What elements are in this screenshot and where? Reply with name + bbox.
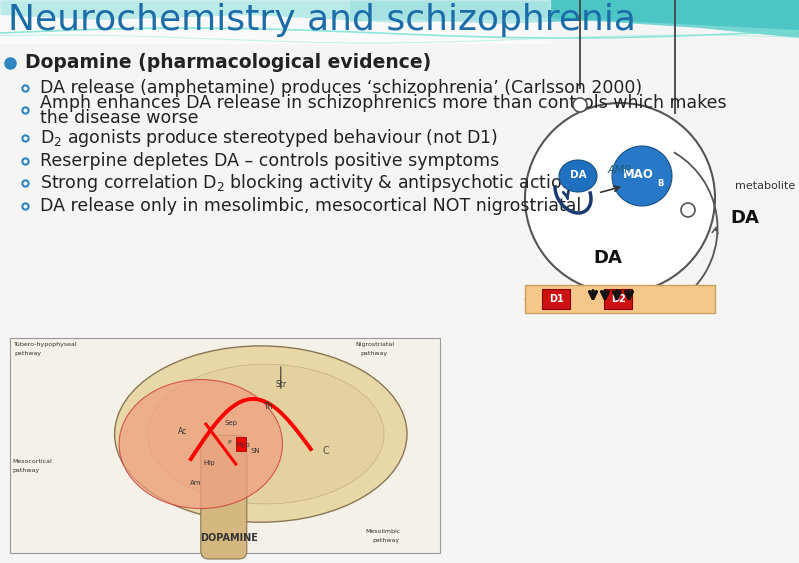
Text: pathway: pathway — [14, 351, 41, 356]
Circle shape — [573, 98, 587, 112]
Text: SN: SN — [251, 448, 260, 454]
Text: Ac: Ac — [178, 427, 188, 436]
FancyBboxPatch shape — [525, 285, 715, 313]
Text: Tubero-hypophyseal: Tubero-hypophyseal — [14, 342, 78, 347]
Text: B: B — [657, 180, 663, 189]
Text: MAO: MAO — [622, 168, 654, 181]
Polygon shape — [350, 0, 799, 30]
Bar — [236, 437, 246, 451]
Text: DA: DA — [570, 170, 586, 180]
Text: Th: Th — [264, 402, 273, 411]
Text: DA release (amphetamine) produces ‘schizophrenia’ (Carlsson 2000): DA release (amphetamine) produces ‘schiz… — [40, 79, 642, 97]
Text: D2: D2 — [610, 294, 626, 304]
Circle shape — [525, 103, 715, 293]
Text: Nigrostriatal: Nigrostriatal — [355, 342, 394, 347]
Text: Am: Am — [190, 480, 201, 486]
Text: C: C — [323, 446, 329, 456]
Ellipse shape — [119, 379, 283, 508]
Text: Dopamine (pharmacological evidence): Dopamine (pharmacological evidence) — [25, 53, 431, 73]
Text: Hyp: Hyp — [236, 442, 249, 448]
Text: AMP: AMP — [608, 165, 632, 175]
Text: Reserpine depletes DA – controls positive symptoms: Reserpine depletes DA – controls positiv… — [40, 152, 499, 170]
Text: Mesocortical: Mesocortical — [12, 459, 52, 464]
Text: Sep: Sep — [225, 420, 237, 426]
Text: pathway: pathway — [360, 351, 388, 356]
Text: the disease worse: the disease worse — [40, 109, 198, 127]
Text: DA release only in mesolimbic, mesocortical NOT nigrostriatal: DA release only in mesolimbic, mesocorti… — [40, 197, 581, 215]
Text: Strong correlation D$_2$ blocking activity & antipsychotic action: Strong correlation D$_2$ blocking activi… — [40, 172, 573, 194]
Text: Str: Str — [275, 380, 286, 389]
FancyBboxPatch shape — [10, 338, 440, 553]
Text: pathway: pathway — [372, 538, 400, 543]
Text: metabolite: metabolite — [735, 181, 795, 191]
Text: DA: DA — [730, 209, 759, 227]
Text: D$_2$ agonists produce stereotyped behaviour (not D1): D$_2$ agonists produce stereotyped behav… — [40, 127, 498, 149]
Text: DA: DA — [594, 249, 622, 267]
Text: Neurochemistry and schizophrenia: Neurochemistry and schizophrenia — [8, 3, 636, 37]
Text: Amph enhances DA release in schizophrenics more than controls which makes: Amph enhances DA release in schizophreni… — [40, 94, 726, 112]
Ellipse shape — [525, 289, 715, 309]
FancyBboxPatch shape — [201, 436, 247, 559]
Text: Mesolimbic: Mesolimbic — [365, 529, 400, 534]
Ellipse shape — [148, 364, 384, 504]
Text: D1: D1 — [549, 294, 563, 304]
Text: DOPAMINE: DOPAMINE — [200, 533, 258, 543]
Circle shape — [612, 146, 672, 206]
Circle shape — [681, 203, 695, 217]
Text: Hip: Hip — [203, 460, 215, 466]
Bar — [542, 289, 570, 309]
Ellipse shape — [559, 160, 597, 192]
Text: pathway: pathway — [12, 468, 39, 473]
Polygon shape — [0, 0, 799, 38]
Text: P: P — [227, 440, 231, 445]
Bar — [604, 289, 632, 309]
Ellipse shape — [114, 346, 407, 522]
